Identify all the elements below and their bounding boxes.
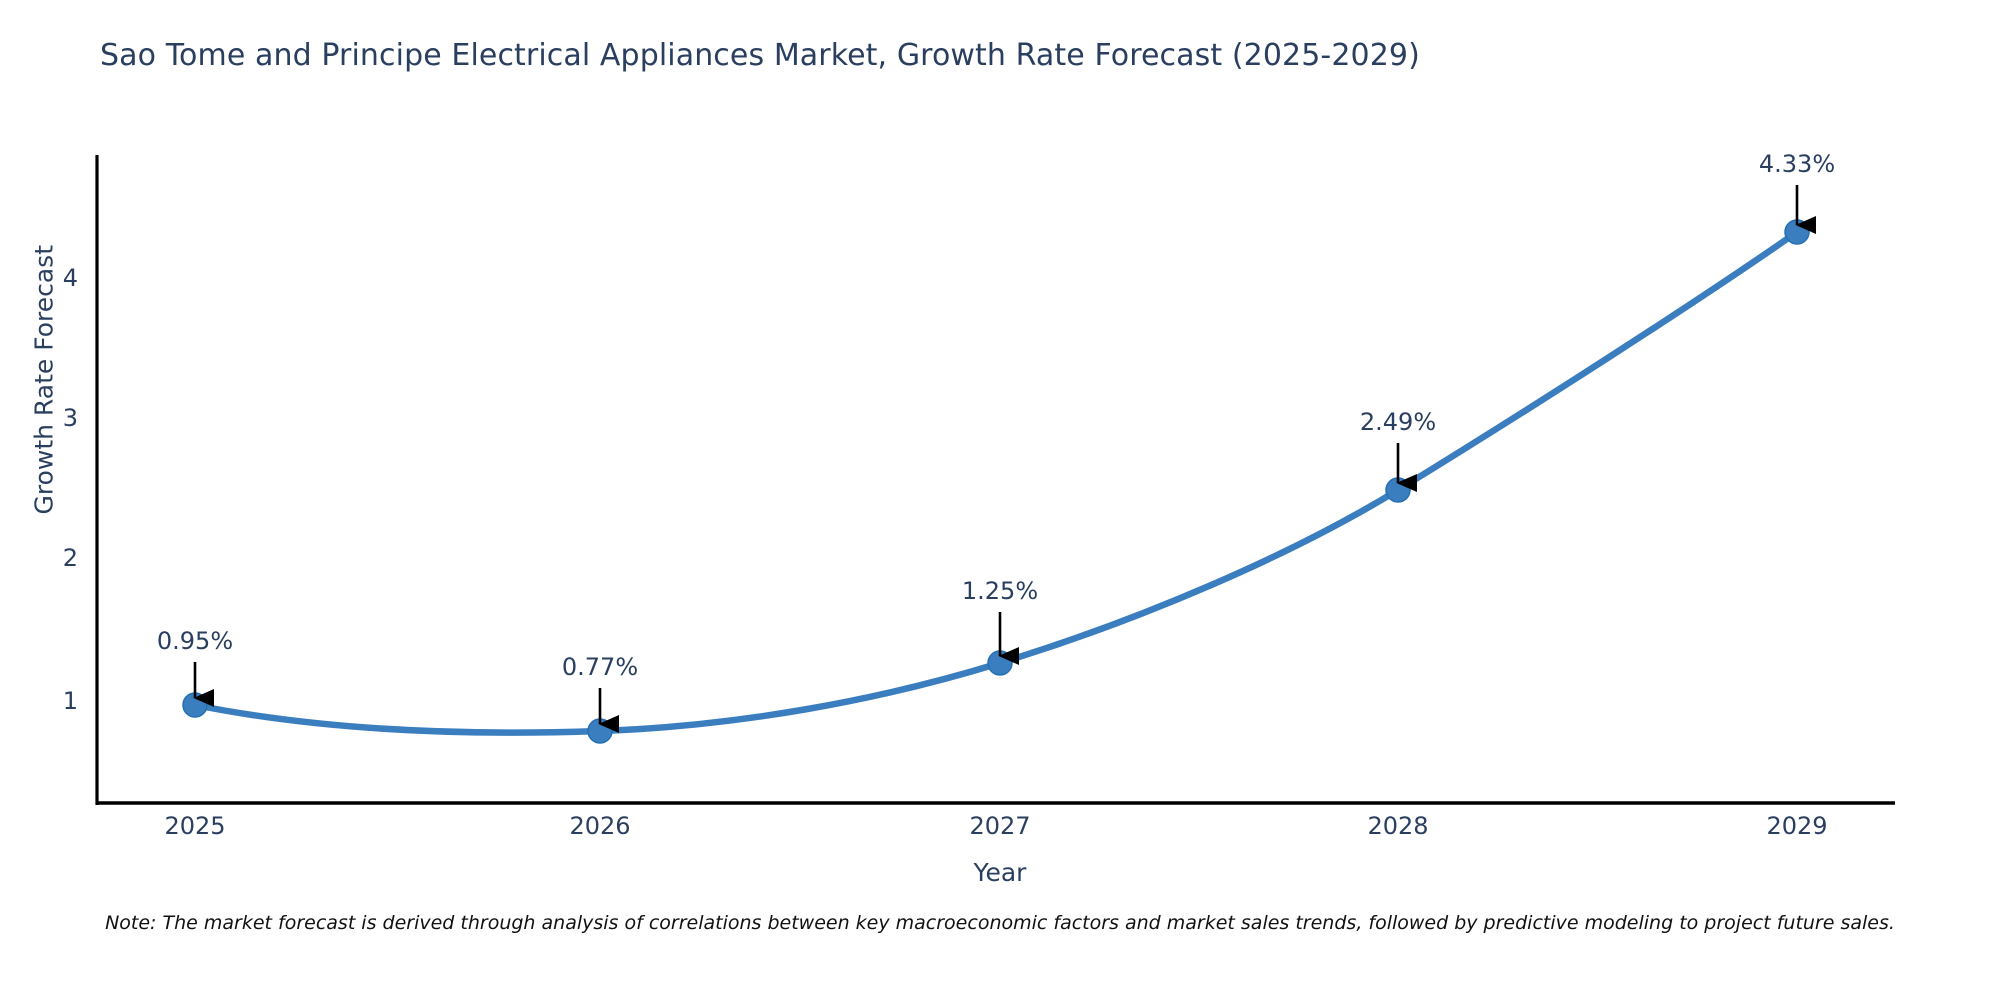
y-tick-label-4: 4: [62, 264, 78, 292]
footnote-note: Note: The market forecast is derived thr…: [105, 912, 1895, 934]
chart-title: Sao Tome and Principe Electrical Applian…: [100, 38, 1420, 73]
x-tick-label-2028: 2028: [1367, 812, 1429, 840]
y-tick-label-2: 2: [62, 544, 78, 572]
point-label-2029: 4.33%: [1758, 150, 1836, 178]
y-tick-label-3: 3: [62, 404, 78, 432]
point-label-2028: 2.49%: [1359, 408, 1437, 436]
x-tick-label-2029: 2029: [1766, 812, 1828, 840]
x-tick-label-2026: 2026: [569, 812, 631, 840]
point-label-2025: 0.95%: [156, 627, 234, 655]
x-tick-label-2027: 2027: [969, 812, 1031, 840]
y-tick-label-1: 1: [62, 687, 78, 715]
x-axis-title: Year: [973, 858, 1027, 887]
point-label-2027: 1.25%: [961, 577, 1039, 605]
point-label-2026: 0.77%: [561, 653, 639, 681]
x-tick-label-2025: 2025: [164, 812, 226, 840]
